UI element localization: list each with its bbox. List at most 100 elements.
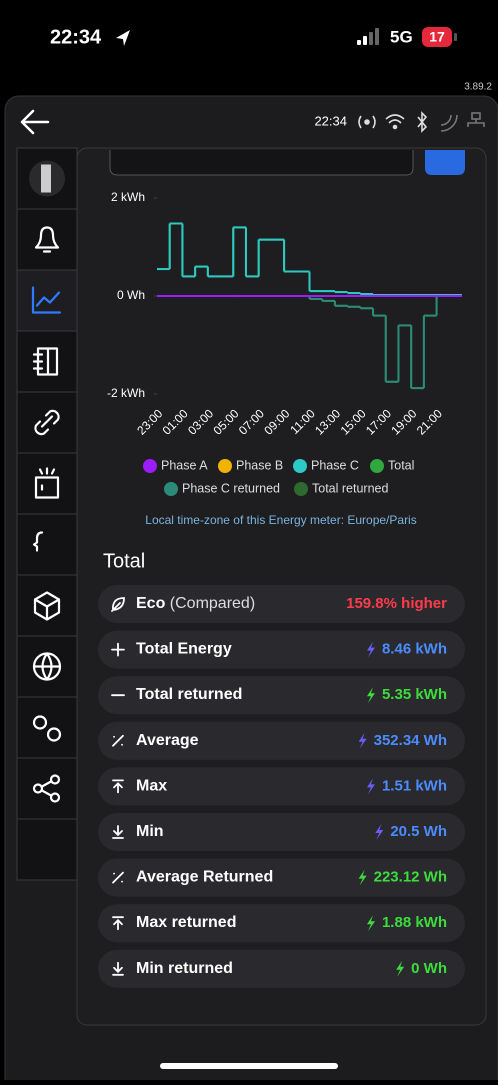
row-value: 352.34 Wh [374,732,447,749]
icon-glyph [112,916,124,931]
header-icons [358,111,485,133]
sidebar-icons [16,147,78,881]
row-label: Total Energy [136,641,232,658]
row-icon [112,734,124,747]
y-tick-label: -2 kWh [107,386,145,400]
legend-swatch[interactable] [164,482,178,496]
code-icon [32,531,44,552]
sidebar-icon [32,652,62,681]
app-version: 3.89.2 [464,82,492,93]
legend-label[interactable]: Phase C [311,458,359,472]
row-icon [112,916,124,931]
legend-swatch[interactable] [218,459,232,473]
back-button[interactable] [20,109,50,135]
share-icon [40,780,53,797]
battery-level: 17 [429,29,445,45]
sidebar-icon [33,591,61,621]
row-icon [112,779,124,794]
legend-swatch[interactable] [294,482,308,496]
summary-list: Eco (Compared) 159.8% higher Total Energy 8… [98,585,465,988]
sidebar-icon [32,774,61,803]
row-icon [112,825,124,839]
legend-swatch[interactable] [293,459,307,473]
summary-row [98,904,465,943]
sidebar-icon [34,409,60,436]
row-value: 1.51 kWh [382,777,447,794]
legend-label[interactable]: Phase B [236,458,283,472]
sidebar-icon [34,226,60,253]
row-label: Max returned [136,914,236,931]
sidebar-cell[interactable] [16,513,78,576]
row-label-text: Min returned [136,960,233,977]
summary-row [98,630,465,669]
network-label: 5G [390,27,413,46]
bell-icon [34,226,60,253]
row-value: 20.5 Wh [390,823,447,840]
row-label-text: Min [136,823,164,840]
row-icon [112,871,124,884]
legend-label[interactable]: Total [388,458,414,472]
icon-glyph [111,642,125,657]
row-value: 159.8% higher [346,595,447,612]
sidebar-icon [31,286,62,314]
gears-icon [46,727,62,742]
battery [422,27,452,47]
row-label: Average Returned [136,869,273,886]
row-label: Min returned [136,960,233,977]
icon-glyph [112,734,124,747]
chart-icon [31,286,62,314]
row-value: 0 Wh [411,960,447,977]
y-tick-label: 2 kWh [111,190,145,204]
sidebar-icon [29,160,65,197]
cube-icon [33,591,61,621]
sidebar-cell[interactable] [16,696,78,759]
summary-row [98,676,465,715]
bolt-icon [366,641,375,658]
icon-glyph [112,871,124,884]
row-value: 8.46 kWh [382,641,447,658]
gears-icon [32,715,48,730]
bolt-icon [358,732,367,749]
header-time: 22:34 [314,113,347,128]
row-label: Max [136,778,167,795]
share-icon [32,783,44,794]
legend-swatch[interactable] [143,459,157,473]
sidebar-cell[interactable] [16,208,78,271]
location-icon [116,30,130,46]
legend-label[interactable]: Total returned [312,481,388,495]
row-icon [111,642,125,657]
summary-row [98,721,465,760]
row-label: Min [136,823,164,840]
sidebar-cell[interactable] [16,818,78,881]
share-icon [49,792,61,803]
legend-label[interactable]: Phase C returned [182,481,280,495]
sidebar-cell[interactable] [16,757,78,820]
home-indicator [160,1063,338,1069]
legend-swatch[interactable] [370,459,384,473]
legend-label[interactable]: Phase A [161,458,208,472]
link-icon [34,409,60,436]
summary-row [98,813,465,851]
bolt-icon [366,687,375,704]
row-label-text: Eco [136,595,166,612]
row-label-text: Max [136,778,167,795]
log-icon [32,347,59,376]
step-connector [308,296,438,389]
date-picker[interactable] [109,150,414,176]
row-label-text: Average [136,732,199,749]
summary-row [98,585,465,623]
icon-glyph [111,597,125,612]
row-value: 5.35 kWh [382,686,447,703]
row-label: Eco (Compared) [136,595,255,612]
y-tick-label: 0 Wh [117,288,145,302]
sidebar-cell[interactable] [16,452,78,515]
row-label: Average [136,732,199,749]
row-label-text: Max returned [136,914,236,931]
calendar-button[interactable] [425,150,465,175]
bolt-icon [396,960,405,977]
summary-row [98,858,465,897]
battery-tip [454,33,457,41]
timezone-note: Local time-zone of this Energy meter: Eu… [145,513,416,527]
